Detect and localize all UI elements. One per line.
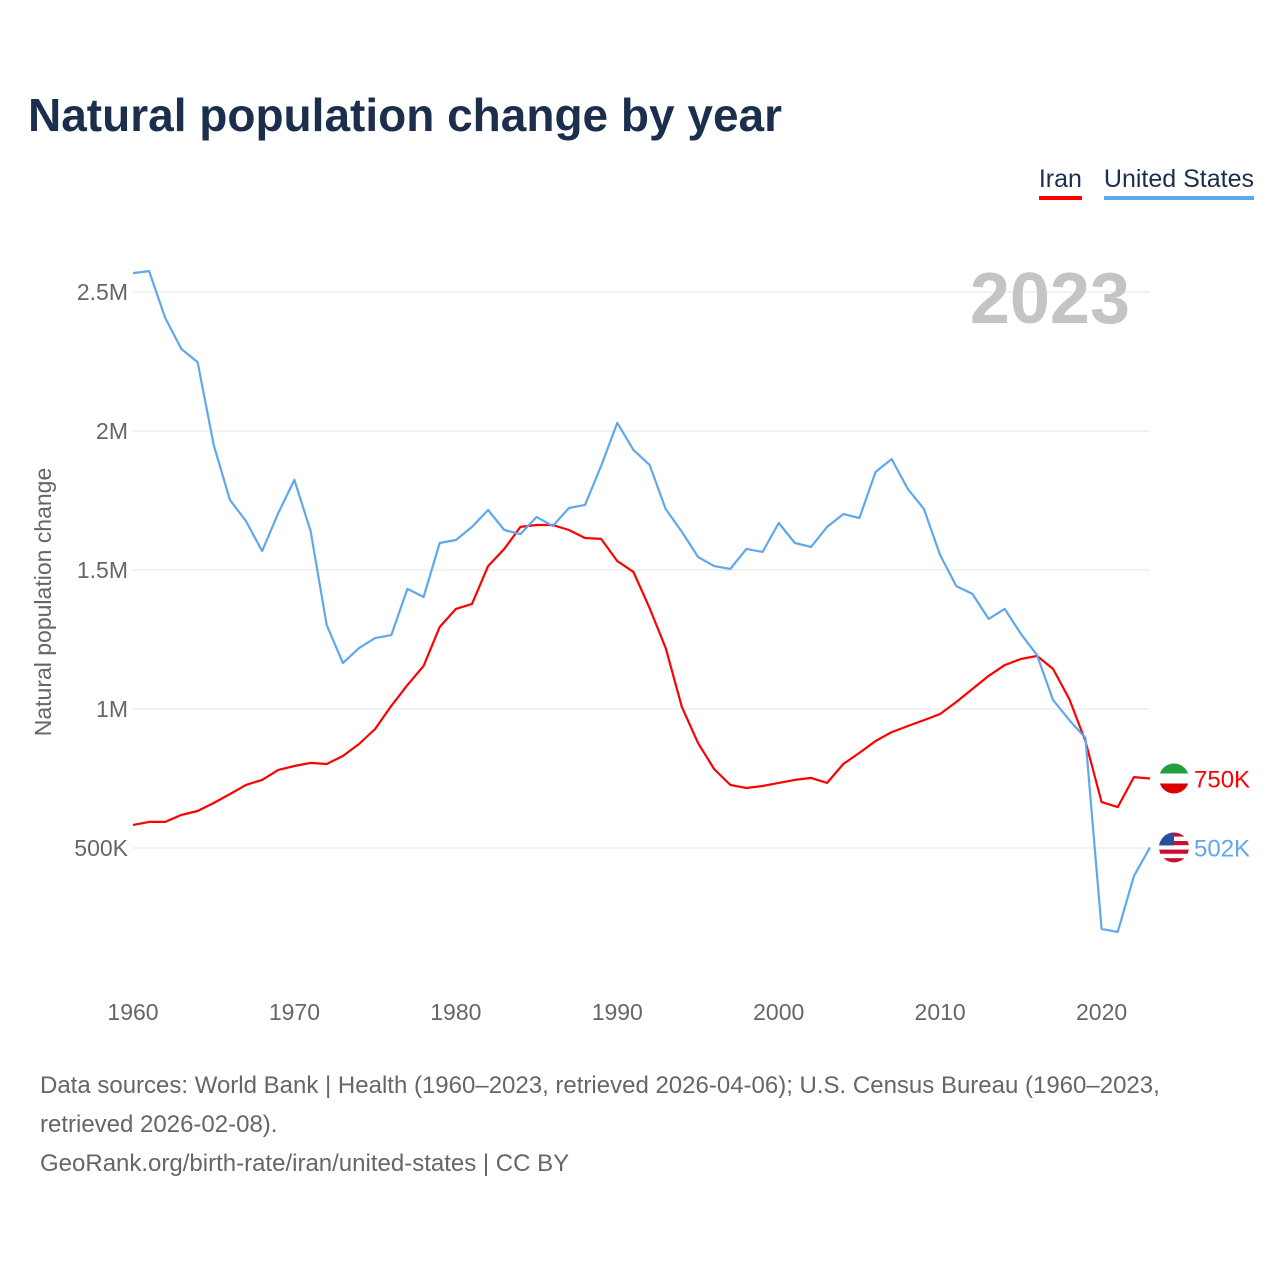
footer: Data sources: World Bank | Health (1960–… [40, 1066, 1250, 1183]
x-tick-label: 1970 [269, 999, 320, 1025]
year-overlay: 2023 [970, 259, 1130, 339]
y-tick-label: 1M [96, 696, 128, 722]
series-line-iran [132, 523, 1151, 826]
x-tick-label: 1960 [107, 999, 158, 1025]
y-tick-label: 2M [96, 418, 128, 444]
end-value-label: 750K [1194, 767, 1250, 794]
x-tick-label: 2000 [753, 999, 804, 1025]
x-tick-label: 2020 [1076, 999, 1127, 1025]
y-tick-label: 500K [74, 835, 128, 861]
legend: Iran United States [1038, 165, 1254, 200]
chart-title: Natural population change by year [28, 89, 783, 141]
legend-item-united-states[interactable]: United States [1103, 165, 1254, 200]
x-tick-label: 2010 [915, 999, 966, 1025]
us-flag-icon [1159, 832, 1189, 863]
legend-item-iran[interactable]: Iran [1038, 165, 1082, 200]
y-tick-label: 1.5M [77, 557, 128, 583]
data-sources: Data sources: World Bank | Health (1960–… [40, 1072, 1160, 1138]
x-tick-label: 1980 [430, 999, 481, 1025]
x-tick-label: 1990 [592, 999, 643, 1025]
y-tick-label: 2.5M [77, 279, 128, 305]
end-value-label: 502K [1194, 835, 1250, 862]
line-chart: 500K 1M 1.5M 2M 2.5M 1960 1970 1980 1990 2000 2010… [30, 259, 1250, 1025]
y-axis-label: Natural population change [30, 468, 56, 737]
source-link[interactable]: GeoRank.org/birth-rate/iran/united-state… [40, 1150, 570, 1177]
iran-flag-icon [1159, 763, 1189, 794]
series-line-united-states [132, 270, 1151, 934]
